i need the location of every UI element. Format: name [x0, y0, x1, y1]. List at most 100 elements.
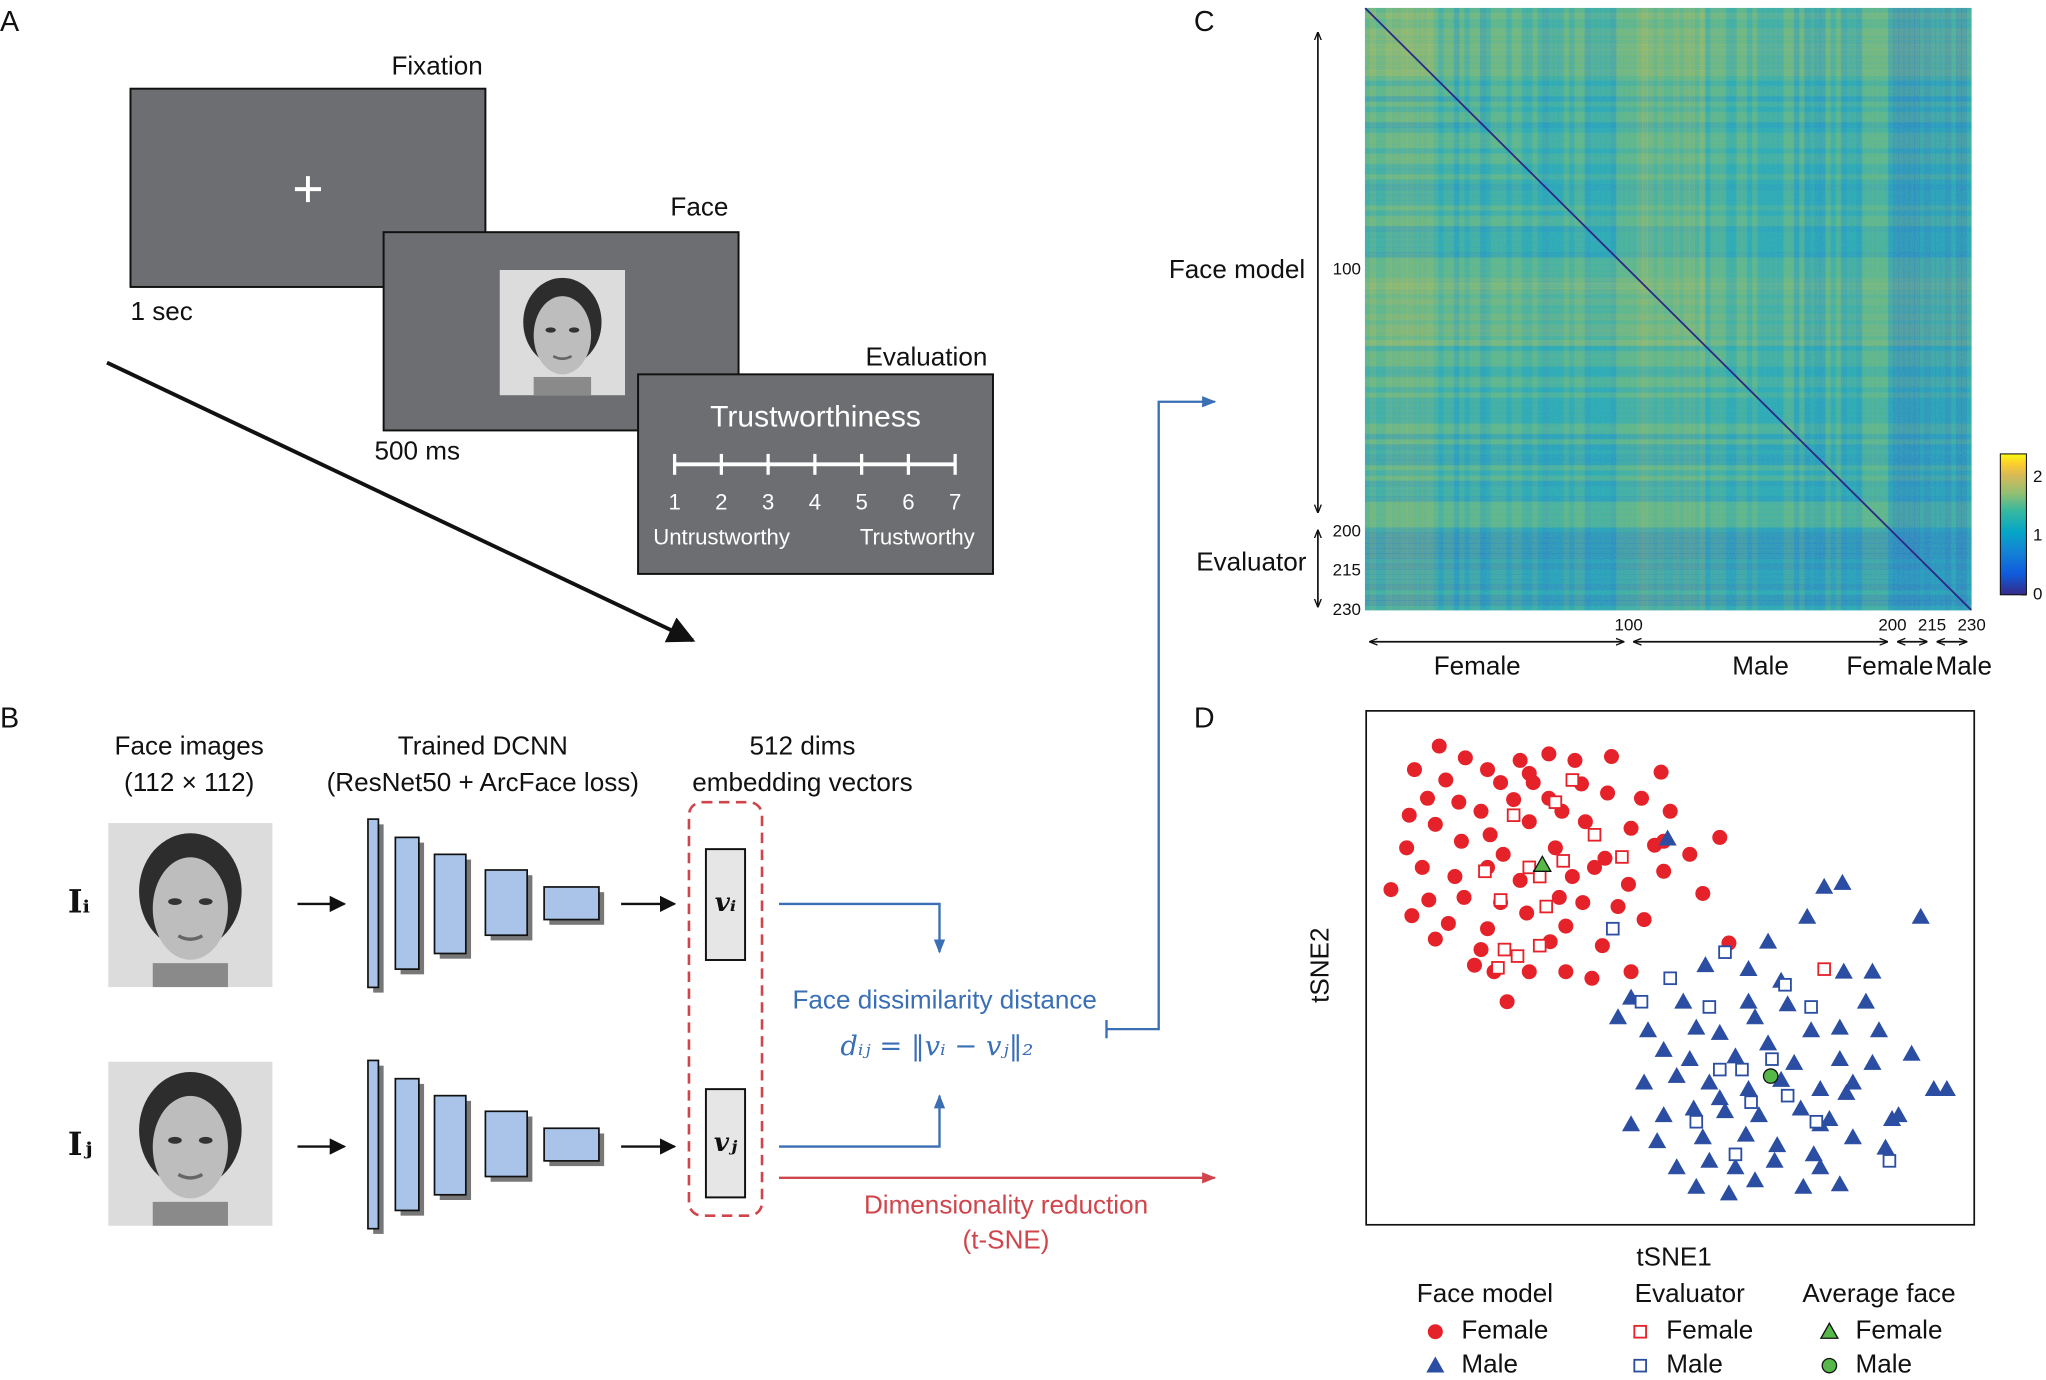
point [1804, 1000, 1818, 1014]
point [1404, 908, 1420, 924]
point [1696, 956, 1715, 973]
scale-number: 3 [762, 489, 774, 514]
point [1522, 860, 1537, 875]
point [1863, 1053, 1882, 1070]
point [1414, 859, 1430, 875]
point [1506, 792, 1522, 808]
legend-label: Male [1855, 1349, 1912, 1379]
point [1401, 807, 1417, 823]
panel-label: D [1194, 703, 1215, 735]
distance-arrows [778, 902, 946, 1148]
point [1473, 942, 1489, 958]
point [1778, 995, 1797, 1012]
distance-formula: dᵢⱼ = ‖vᵢ − vⱼ‖₂ [840, 1031, 1033, 1062]
point [1383, 882, 1399, 898]
legend-label: Female [1855, 1315, 1942, 1345]
point [1833, 873, 1852, 890]
point [1636, 912, 1652, 928]
point [1608, 1008, 1628, 1025]
duration: 1 sec [130, 296, 192, 326]
legend-title: Face model [1417, 1278, 1553, 1308]
y-tick-label: 230 [1333, 600, 1361, 619]
point [1765, 1151, 1784, 1168]
column-title: (112 × 112) [124, 767, 254, 797]
x-group-label: Female [1434, 651, 1521, 681]
point [1447, 869, 1463, 885]
face-image [106, 821, 275, 989]
point [1421, 892, 1437, 908]
point [1693, 1128, 1712, 1145]
vector-symbol: vᵢ [715, 888, 736, 918]
point [1687, 1177, 1706, 1194]
point [1815, 877, 1834, 894]
x-group-label: Male [1936, 651, 1993, 681]
point [1539, 899, 1554, 914]
panel-label: B [0, 703, 19, 735]
x-group-label: Male [1732, 651, 1789, 681]
point [1478, 864, 1492, 879]
point [1615, 850, 1629, 864]
point [1656, 863, 1672, 879]
point [1635, 1073, 1654, 1090]
column-title: Face images [115, 730, 264, 760]
point [1587, 828, 1602, 842]
point [1620, 876, 1636, 892]
scale-number: 2 [715, 489, 727, 514]
point [1667, 1158, 1686, 1175]
point [1739, 959, 1758, 976]
point [1869, 1021, 1889, 1038]
point [1682, 846, 1698, 862]
legend-label: Female [1461, 1315, 1548, 1345]
layer [394, 836, 420, 970]
point [1876, 1138, 1895, 1155]
legend-marker [1819, 1321, 1839, 1339]
screen-title: Evaluation [866, 342, 988, 372]
scale-number: 4 [809, 489, 821, 514]
y-tick-label: 200 [1333, 521, 1361, 540]
point [1820, 1109, 1839, 1126]
legend-marker [1821, 1357, 1838, 1374]
point [1902, 1044, 1921, 1061]
legend: Face model Evaluator Average face Female Mal… [1417, 1278, 1956, 1378]
y-tick-label: 215 [1333, 561, 1361, 580]
scale-number: 7 [949, 489, 961, 514]
point [1491, 961, 1505, 975]
point [1521, 964, 1537, 980]
point [1712, 829, 1728, 845]
point [1684, 1099, 1703, 1116]
point [1600, 785, 1616, 801]
point [1911, 907, 1930, 924]
point [1506, 808, 1521, 822]
point [1768, 1136, 1787, 1153]
point [1680, 1049, 1699, 1066]
vector [704, 848, 747, 961]
point [1780, 1088, 1795, 1103]
point [1633, 790, 1650, 806]
point [1638, 1021, 1658, 1038]
point [1762, 1068, 1779, 1084]
point [1466, 957, 1482, 973]
legend-title: Average face [1802, 1278, 1955, 1308]
point [1622, 1115, 1641, 1132]
layer [367, 1059, 380, 1230]
point [1726, 1158, 1745, 1175]
point [1480, 921, 1496, 937]
point [1745, 1171, 1765, 1188]
point [1653, 764, 1669, 780]
point [1495, 846, 1511, 862]
flow-arrows [297, 895, 677, 1155]
layer [543, 1127, 600, 1162]
point [1606, 921, 1620, 936]
point [1512, 872, 1528, 888]
point [1406, 762, 1422, 778]
point [1687, 1018, 1706, 1035]
point [1610, 899, 1626, 915]
point [1603, 749, 1619, 765]
scale-ticks: 1 2 3 4 5 6 7 [668, 453, 961, 514]
point [1798, 907, 1817, 924]
legend-label: Female [1666, 1315, 1753, 1345]
point [1648, 1132, 1667, 1149]
point [1719, 1184, 1738, 1201]
point [1811, 1079, 1830, 1096]
point [1497, 942, 1512, 957]
